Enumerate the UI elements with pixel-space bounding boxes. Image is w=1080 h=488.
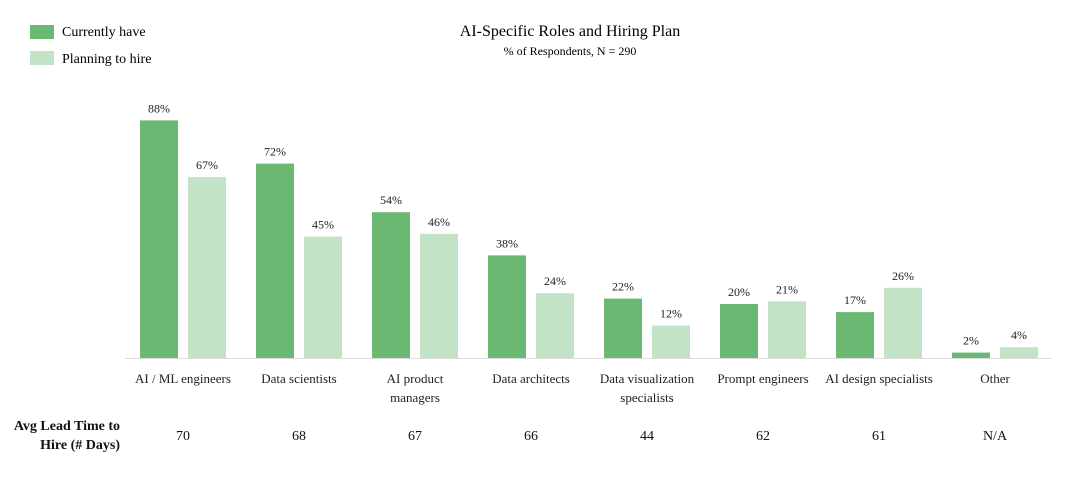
category-label-group: AI / ML engineers Data scientists AI produ… — [135, 371, 1010, 405]
lead-time-row: Avg Lead Time to Hire (# Days) 70 68 67 66 4… — [14, 419, 1008, 453]
bar-prompt-engineers-currently-have — [720, 304, 758, 358]
value-label-data-scientists-currently-have: 72% — [264, 145, 286, 159]
value-label-data-visualization-specialists-currently-have: 22% — [612, 280, 634, 294]
bar-data-scientists-planning-to-hire — [304, 236, 342, 358]
lead-time-values: 70 68 67 66 44 62 61 N/A — [176, 429, 1008, 444]
lead-time-value-data-scientists: 68 — [292, 429, 306, 444]
legend-label-planning-to-hire: Planning to hire — [62, 52, 151, 67]
value-label-ai-product-managers-planning-to-hire: 46% — [428, 215, 450, 229]
value-label-prompt-engineers-planning-to-hire: 21% — [776, 282, 798, 296]
bar-ai-ml-engineers-currently-have — [140, 120, 178, 359]
bar-ai-ml-engineers-planning-to-hire — [188, 177, 226, 358]
legend-swatch-planning-to-hire — [30, 51, 54, 65]
category-label-prompt-engineers: Prompt engineers — [717, 371, 808, 386]
value-label-ai-design-specialists-currently-have: 17% — [844, 293, 866, 307]
lead-time-value-ai-ml-engineers: 70 — [176, 429, 190, 444]
lead-time-value-data-architects: 66 — [524, 429, 538, 444]
category-label-other: Other — [980, 371, 1010, 386]
bar-data-architects-currently-have — [488, 255, 526, 358]
value-label-ai-ml-engineers-planning-to-hire: 67% — [196, 158, 218, 172]
category-label-ai-design-specialists: AI design specialists — [825, 371, 933, 386]
bar-data-architects-planning-to-hire — [536, 293, 574, 358]
value-label-ai-product-managers-currently-have: 54% — [380, 193, 402, 207]
bar-other-planning-to-hire — [1000, 347, 1038, 358]
category-label-data-visualization-specialists-line-2: specialists — [620, 390, 673, 405]
value-label-ai-design-specialists-planning-to-hire: 26% — [892, 269, 914, 283]
bar-ai-product-managers-currently-have — [372, 212, 410, 358]
legend-label-currently-have: Currently have — [62, 25, 146, 40]
value-label-data-visualization-specialists-planning-to-hire: 12% — [660, 307, 682, 321]
value-label-data-architects-currently-have: 38% — [496, 236, 518, 250]
lead-time-value-data-visualization-specialists: 44 — [640, 429, 654, 444]
value-label-ai-ml-engineers-currently-have: 88% — [148, 101, 170, 115]
legend-swatch-currently-have — [30, 25, 54, 39]
category-label-data-visualization-specialists-line-1: Data visualization — [600, 371, 695, 386]
value-label-other-currently-have: 2% — [963, 334, 979, 348]
lead-time-value-ai-design-specialists: 61 — [872, 429, 886, 444]
bar-other-currently-have — [952, 352, 990, 358]
bar-prompt-engineers-planning-to-hire — [768, 301, 806, 358]
value-label-data-scientists-planning-to-hire: 45% — [312, 218, 334, 232]
value-label-group: 88% 67% 72% 45% 54% 46% 38% 24% 22% 12% 20% 21% 17% 2… — [148, 101, 1027, 347]
value-label-other-planning-to-hire: 4% — [1011, 328, 1027, 342]
bar-ai-design-specialists-currently-have — [836, 312, 874, 358]
lead-time-title-line-2: Hire (# Days) — [40, 438, 120, 453]
bar-data-visualization-specialists-currently-have — [604, 298, 642, 358]
category-label-ai-product-managers-line-1: AI product — [387, 371, 444, 386]
category-label-ai-ml-engineers: AI / ML engineers — [135, 371, 231, 386]
legend: Currently have Planning to hire — [30, 25, 151, 67]
chart-subtitle: % of Respondents, N = 290 — [504, 44, 637, 58]
bar-data-scientists-currently-have — [256, 163, 294, 358]
category-label-data-architects: Data architects — [492, 371, 570, 386]
lead-time-title-line-1: Avg Lead Time to — [14, 419, 120, 434]
lead-time-value-other: N/A — [983, 429, 1008, 444]
value-label-data-architects-planning-to-hire: 24% — [544, 274, 566, 288]
bar-ai-design-specialists-planning-to-hire — [884, 287, 922, 358]
lead-time-value-prompt-engineers: 62 — [756, 429, 770, 444]
value-label-prompt-engineers-currently-have: 20% — [728, 285, 750, 299]
category-label-data-scientists: Data scientists — [261, 371, 336, 386]
bar-ai-product-managers-planning-to-hire — [420, 233, 458, 358]
lead-time-value-ai-product-managers: 67 — [408, 429, 422, 444]
chart-title: AI-Specific Roles and Hiring Plan — [460, 23, 680, 40]
category-label-ai-product-managers-line-2: managers — [390, 390, 440, 405]
bar-data-visualization-specialists-planning-to-hire — [652, 325, 690, 358]
bar-group — [140, 120, 1038, 359]
